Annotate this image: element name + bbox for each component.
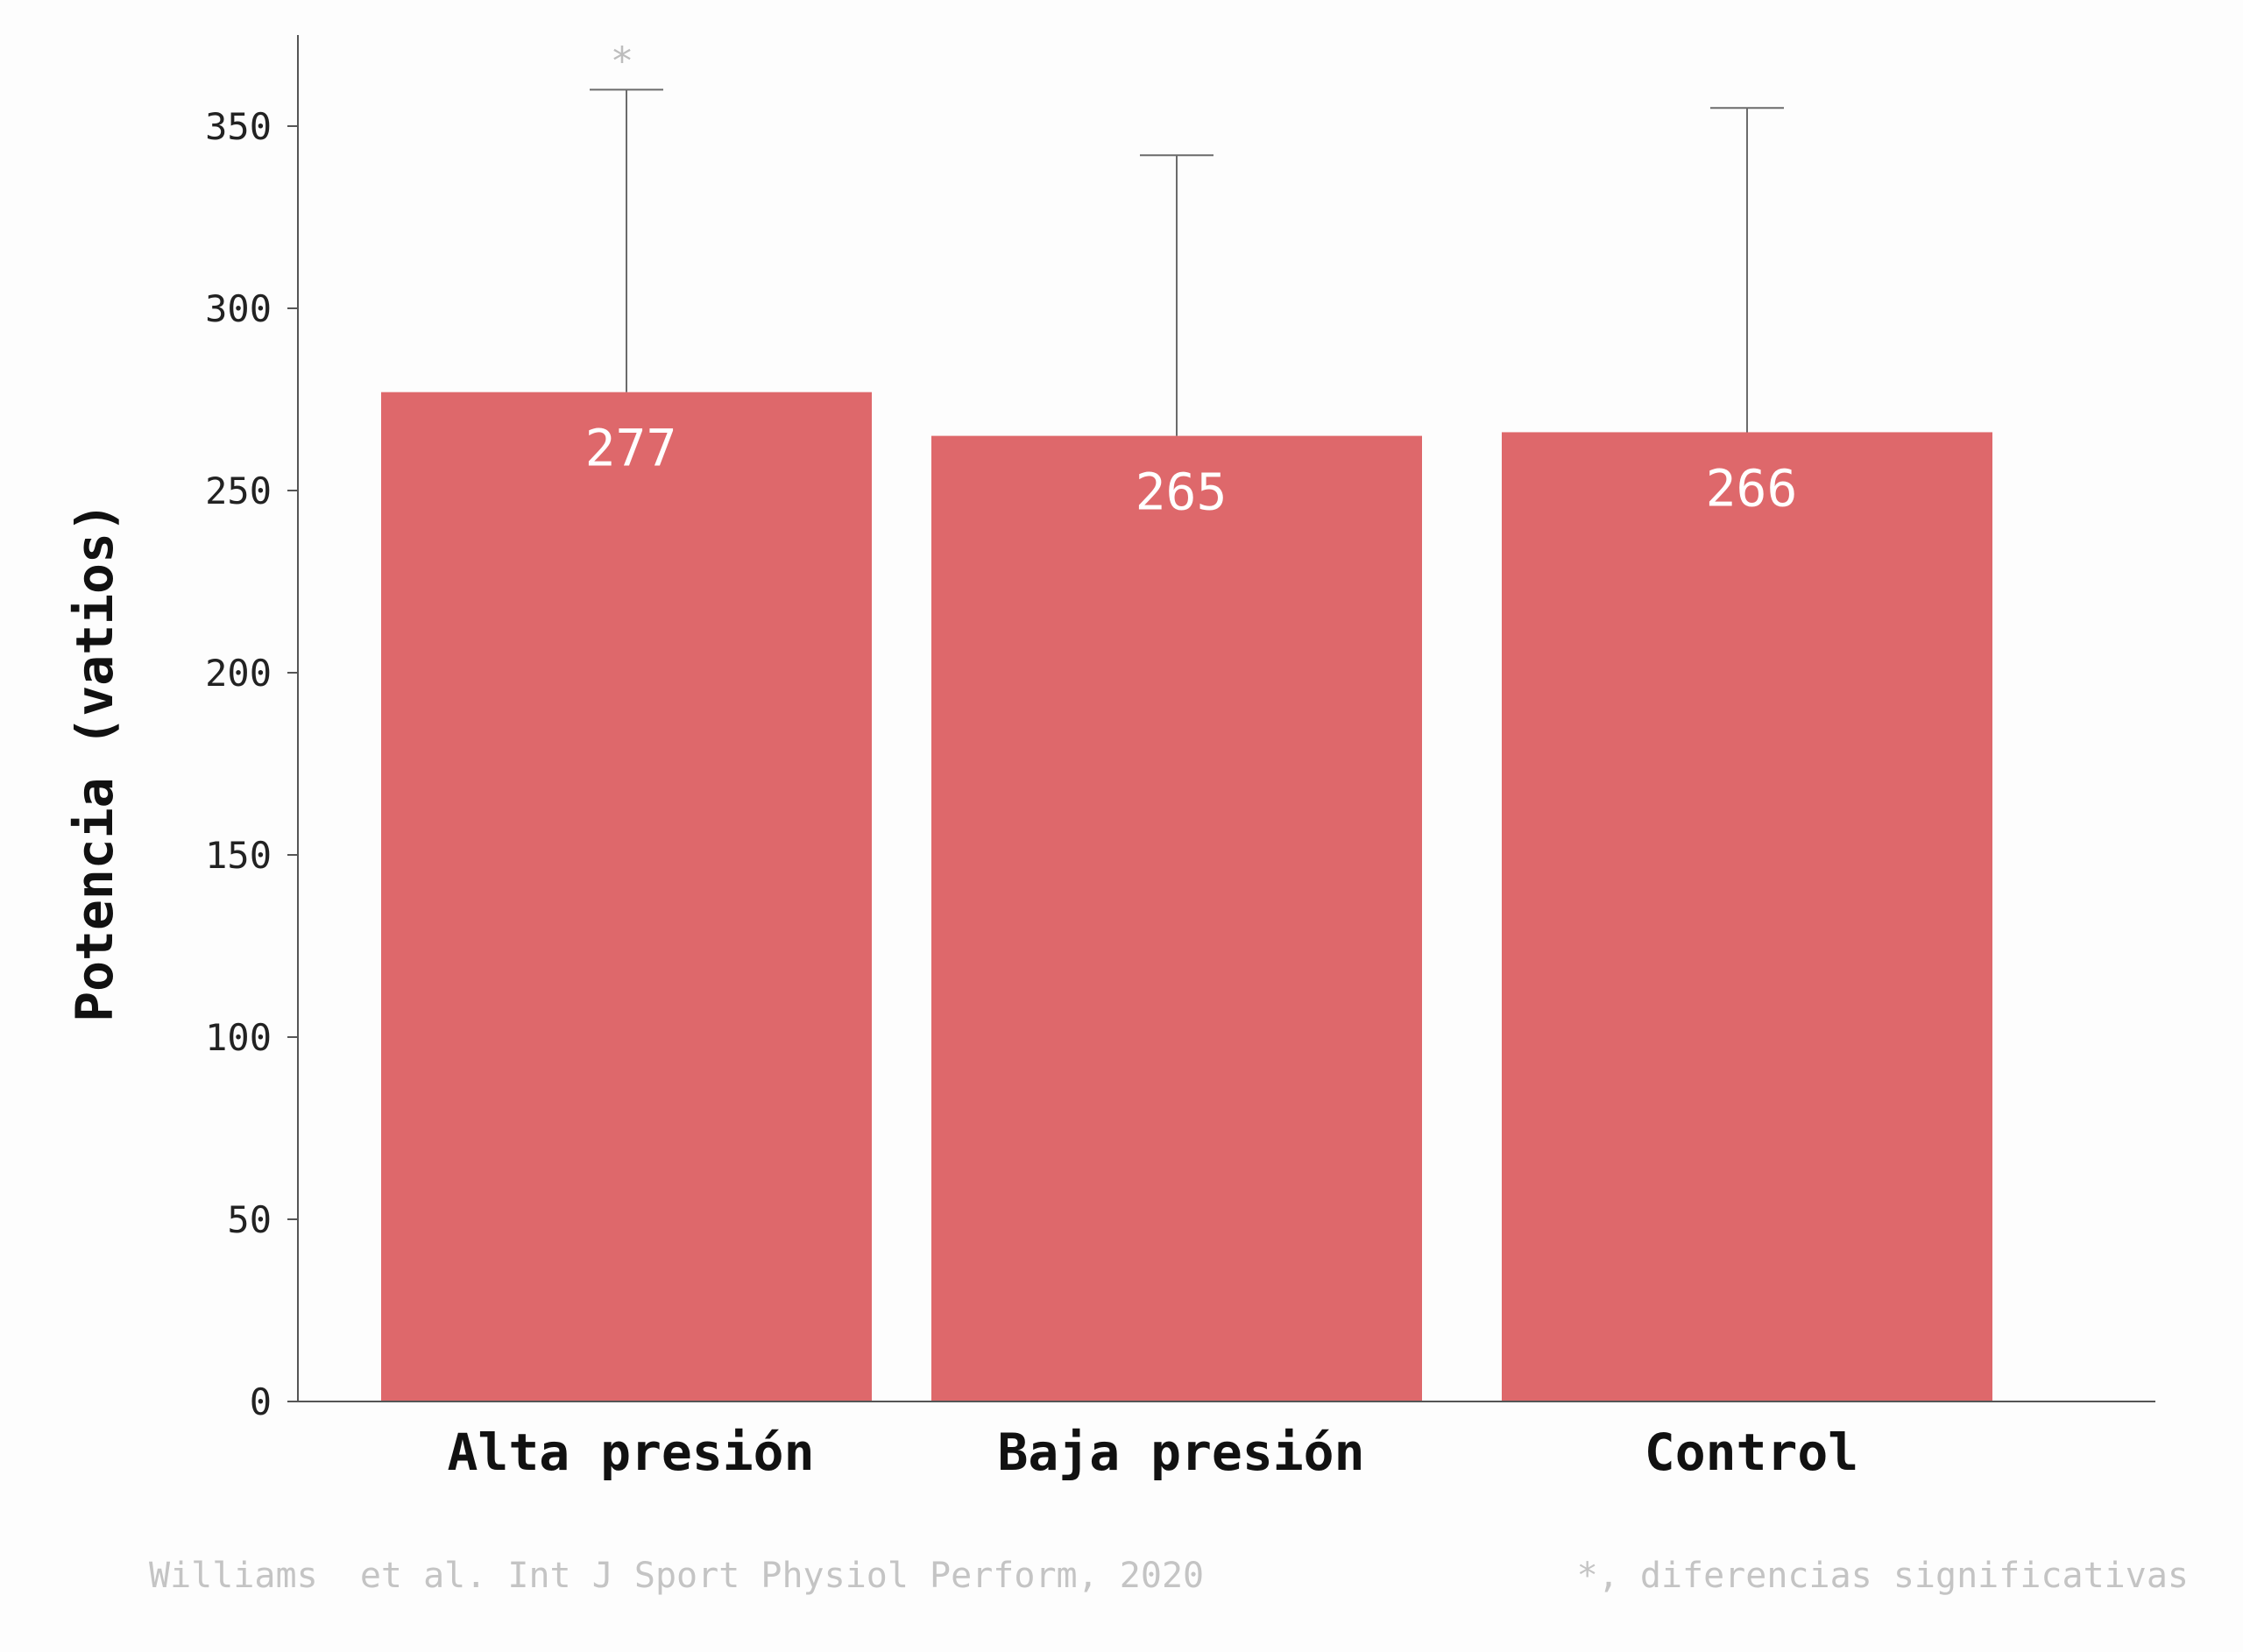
bar-2 xyxy=(1502,432,1992,1402)
y-tick-label-1: 50 xyxy=(227,1198,272,1241)
bar-value-label-2: 266 xyxy=(1706,458,1798,518)
bar-value-label-0: 277 xyxy=(585,419,677,478)
y-tick-label-7: 350 xyxy=(205,105,272,148)
source-citation: Williams et al. Int J Sport Physiol Perf… xyxy=(149,1556,1204,1596)
bar-0 xyxy=(381,392,872,1402)
y-tick-label-4: 200 xyxy=(205,652,272,695)
x-tick-label-2: Control xyxy=(1645,1423,1858,1482)
y-tick-label-6: 300 xyxy=(205,287,272,330)
significance-note: *, diferencias significativas xyxy=(1577,1556,2189,1596)
x-tick-label-0: Alta presión xyxy=(447,1423,814,1482)
labels-layer: * 277 Alta presión 265 Baja presión 266 Contro… xyxy=(447,39,1858,1482)
y-axis-label: Potencia (vatios) xyxy=(65,502,124,1022)
y-tick-label-2: 100 xyxy=(205,1016,272,1059)
y-tick-label-3: 150 xyxy=(205,834,272,877)
x-tick-label-1: Baja presión xyxy=(997,1423,1364,1482)
bar-value-label-1: 265 xyxy=(1136,462,1228,522)
error-bars-layer xyxy=(590,88,1784,436)
axes-layer: 0 50 100 150 200 250 300 350 xyxy=(205,35,2155,1423)
y-tick-label-5: 250 xyxy=(205,469,272,512)
bars-layer xyxy=(381,392,1992,1402)
significance-mark-0: * xyxy=(611,39,634,83)
y-tick-label-0: 0 xyxy=(250,1380,272,1423)
bar-1 xyxy=(931,435,1422,1402)
